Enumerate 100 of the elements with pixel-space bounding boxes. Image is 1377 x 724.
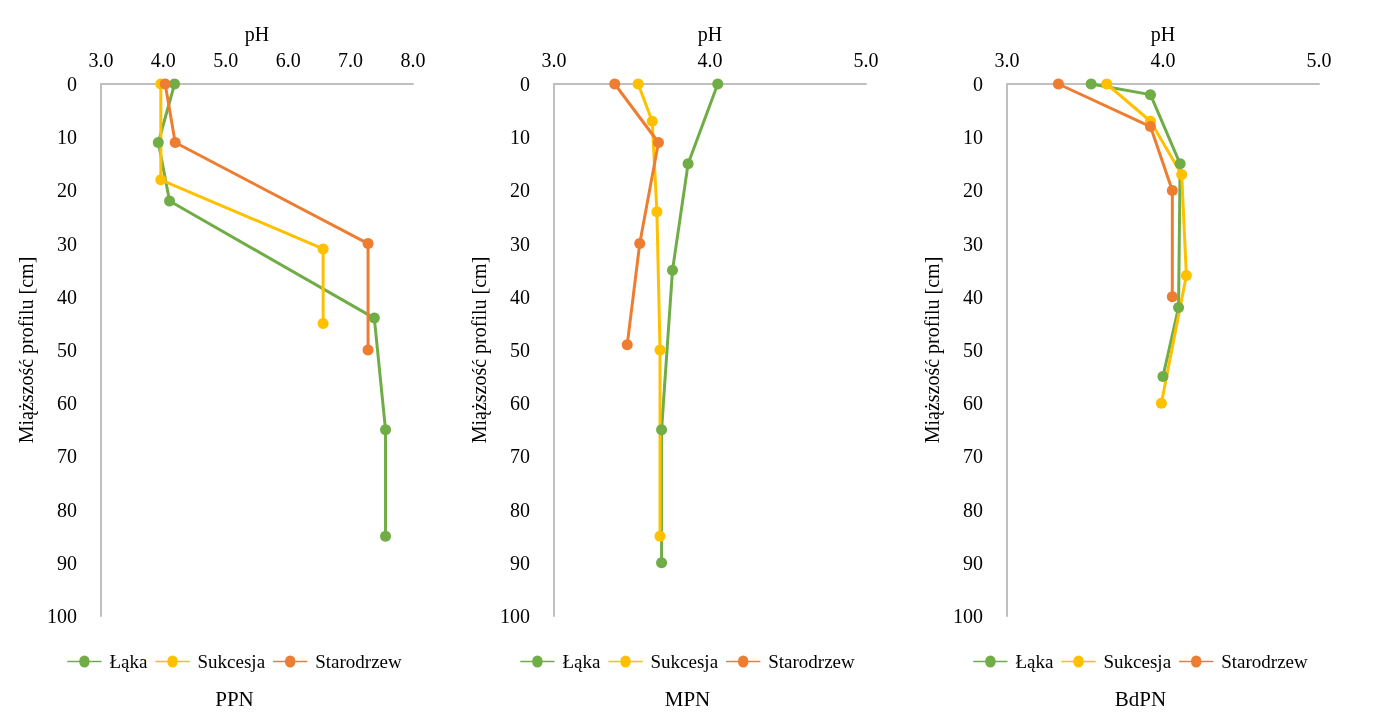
point <box>654 530 666 542</box>
y-tick-label: 60 <box>509 392 530 415</box>
point <box>169 78 181 90</box>
point <box>1101 78 1113 90</box>
y-tick-label: 100 <box>46 605 77 627</box>
point <box>1052 78 1064 90</box>
y-axis-title: Miąższość profilu [cm] <box>921 256 944 444</box>
x-tick-label: 5.0 <box>1306 49 1332 71</box>
point <box>159 78 171 90</box>
point <box>1174 158 1186 170</box>
y-tick-label: 20 <box>962 179 983 202</box>
y-tick-label: 0 <box>972 73 983 95</box>
y-tick-label: 50 <box>56 339 77 361</box>
point <box>362 238 374 250</box>
point <box>654 344 666 356</box>
y-tick-label: 80 <box>509 498 530 521</box>
y-tick-label: 40 <box>56 285 77 308</box>
y-tick-label: 90 <box>962 551 983 574</box>
point <box>380 424 392 436</box>
y-tick-label: 60 <box>56 392 77 415</box>
point <box>155 174 167 186</box>
point <box>317 243 329 255</box>
x-tick-label: 4.0 <box>150 49 176 71</box>
y-tick-label: 10 <box>56 126 77 149</box>
y-tick-label: 20 <box>56 179 77 202</box>
point <box>609 78 621 90</box>
point <box>169 137 181 149</box>
point <box>368 312 380 324</box>
x-tick-label: 7.0 <box>338 49 364 71</box>
legend-label: Sukcesja <box>650 651 719 672</box>
point <box>1166 291 1178 303</box>
x-tick-label: 6.0 <box>275 49 301 71</box>
point <box>656 424 668 436</box>
y-tick-label: 30 <box>56 232 77 255</box>
point <box>682 158 694 170</box>
point <box>380 530 392 542</box>
point <box>1176 168 1188 180</box>
x-tick-label: 3.0 <box>88 49 114 71</box>
point <box>712 78 724 90</box>
y-tick-label: 50 <box>509 339 530 361</box>
point <box>1144 89 1156 101</box>
x-tick-label: 4.0 <box>1150 49 1176 71</box>
legend-label: Starodrzew <box>315 651 403 672</box>
point <box>651 206 663 218</box>
y-axis-title: Miąższość profilu [cm] <box>468 256 491 444</box>
x-tick-label: 8.0 <box>400 49 426 71</box>
y-tick-label: 90 <box>509 551 530 574</box>
point <box>667 264 678 276</box>
y-tick-label: 70 <box>509 445 530 468</box>
y-tick-label: 50 <box>962 339 983 361</box>
point <box>634 238 646 250</box>
x-tick-label: 3.0 <box>541 49 567 71</box>
x-tick-label: 5.0 <box>853 49 879 71</box>
x-axis-title: pH <box>244 23 270 46</box>
legend-label: Łąka <box>109 651 148 672</box>
legend-label: Sukcesja <box>1103 651 1172 672</box>
y-tick-label: 10 <box>509 126 530 149</box>
point <box>621 339 633 351</box>
point <box>656 557 668 569</box>
y-tick-label: 10 <box>962 126 983 149</box>
y-tick-label: 0 <box>519 73 530 95</box>
x-tick-label: 5.0 <box>213 49 239 71</box>
point <box>1166 184 1178 196</box>
point <box>152 137 164 149</box>
y-tick-label: 70 <box>56 445 77 468</box>
text: BdPN <box>1114 686 1167 711</box>
point <box>646 115 658 127</box>
point <box>1144 121 1156 133</box>
point <box>1085 78 1097 90</box>
y-tick-label: 80 <box>56 498 77 521</box>
y-tick-label: 30 <box>509 232 530 255</box>
point <box>652 137 664 149</box>
legend-label: Łąka <box>1015 651 1054 672</box>
x-tick-label: 3.0 <box>994 49 1020 71</box>
legend-label: Starodrzew <box>768 651 856 672</box>
y-tick-label: 100 <box>952 605 983 627</box>
legend-label: Sukcesja <box>197 651 266 672</box>
point <box>1157 371 1169 383</box>
y-tick-label: 90 <box>56 551 77 574</box>
y-tick-label: 60 <box>962 392 983 415</box>
legend-label: Starodrzew <box>1221 651 1309 672</box>
point <box>317 317 329 329</box>
point <box>632 78 644 90</box>
point <box>362 344 374 356</box>
y-tick-label: 0 <box>66 73 77 95</box>
point <box>164 195 176 207</box>
y-tick-label: 80 <box>962 498 983 521</box>
y-tick-label: 40 <box>509 285 530 308</box>
y-tick-label: 20 <box>509 179 530 202</box>
y-axis-title: Miąższość profilu [cm] <box>15 256 38 444</box>
x-tick-label: 4.0 <box>697 49 723 71</box>
point <box>1173 301 1185 313</box>
text: PPN <box>215 686 254 711</box>
x-axis-title: pH <box>697 23 723 46</box>
legend-label: Łąka <box>562 651 601 672</box>
y-tick-label: 100 <box>499 605 530 627</box>
x-axis-title: pH <box>1150 23 1176 46</box>
text: MPN <box>664 686 711 711</box>
y-tick-label: 70 <box>962 445 983 468</box>
point <box>1180 270 1192 282</box>
